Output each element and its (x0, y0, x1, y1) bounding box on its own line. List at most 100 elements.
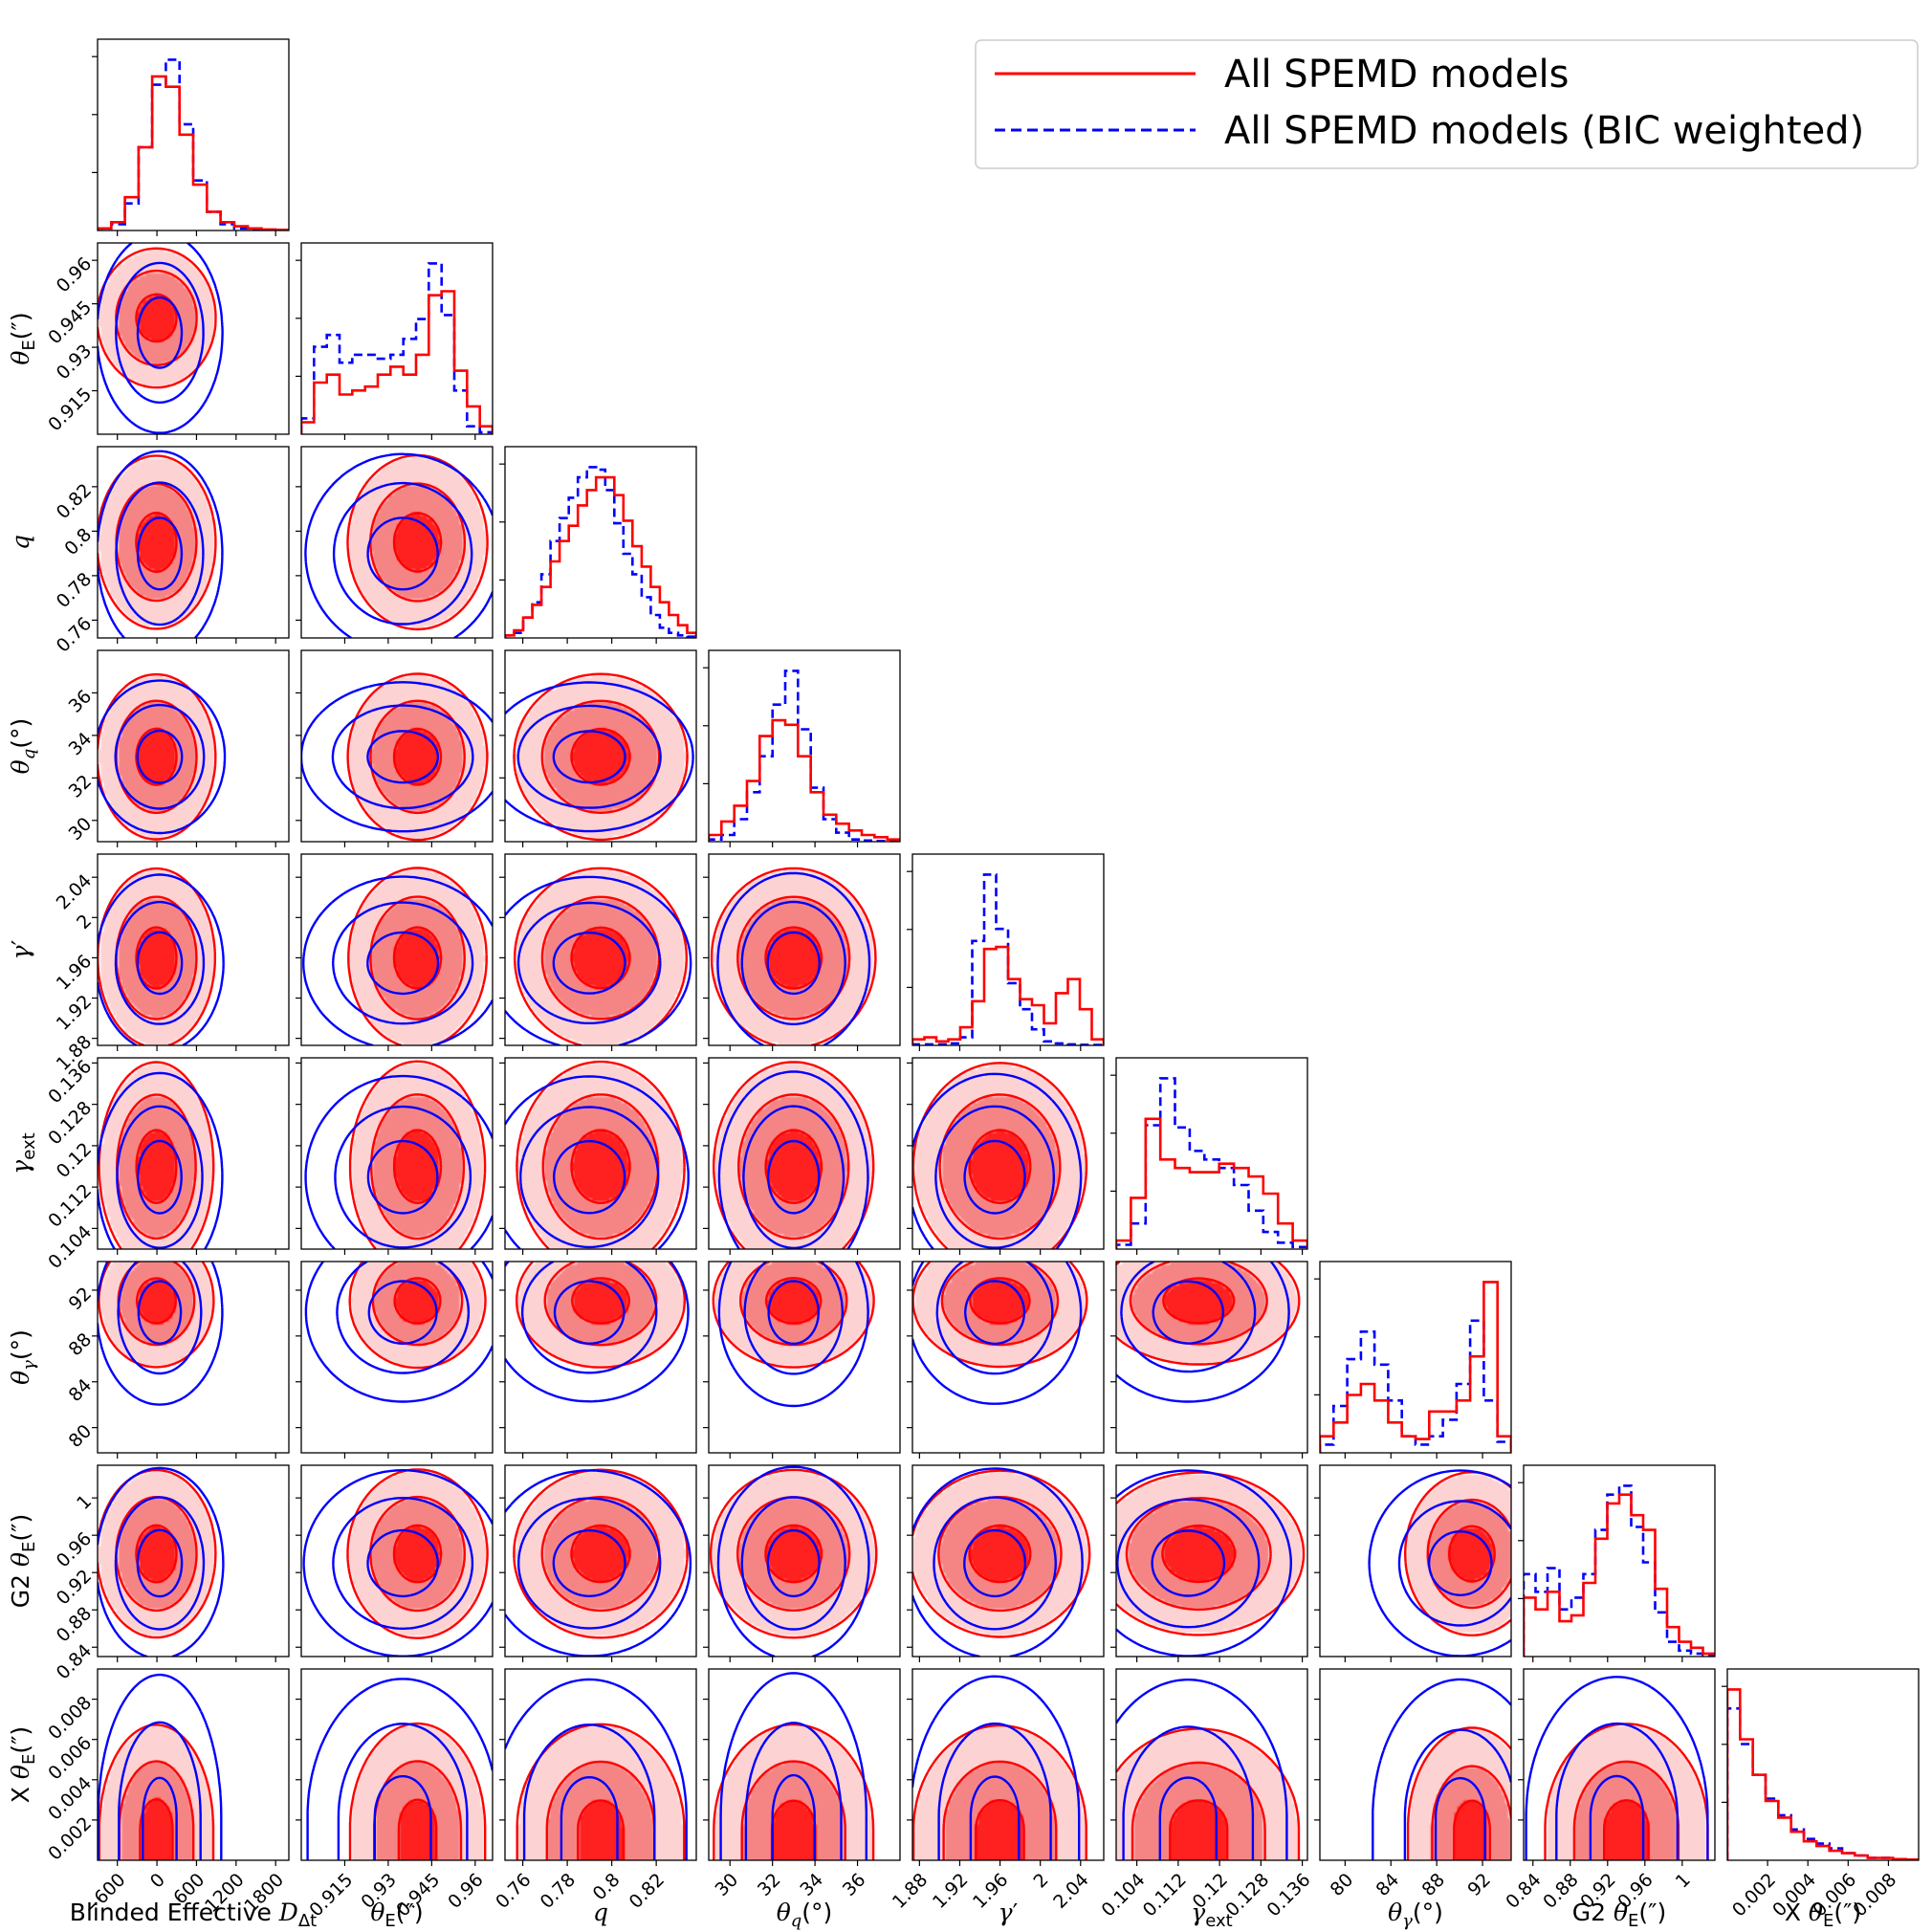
contour-panel (296, 1057, 494, 1255)
x-tick-label: 0.002 (1728, 1869, 1780, 1921)
contour-bic-weighted (1116, 1498, 1261, 1629)
y-tick-label: 88 (65, 1329, 97, 1361)
contour-bic-weighted (505, 875, 692, 1045)
x-tick-label: 0 (146, 1869, 169, 1892)
x-tick-label: 84 (1372, 1869, 1404, 1900)
y-axis-label: θq(°) (7, 718, 39, 775)
contour-bic-weighted (1434, 1776, 1486, 1860)
contour-all-spemd (736, 895, 851, 1021)
panel-frame (300, 1261, 494, 1454)
contour-all-spemd (346, 672, 489, 842)
contour-bic-weighted (1397, 1500, 1511, 1627)
y-tick-label: 0.78 (53, 569, 96, 612)
contour-all-spemd (541, 1093, 660, 1240)
contour-bic-weighted (336, 1262, 471, 1374)
density-fill-all-spemd (1320, 1465, 1511, 1657)
contour-all-spemd (116, 1093, 197, 1240)
y-tick-label: 36 (65, 686, 97, 717)
x-tick-label: 0.136 (1263, 1869, 1315, 1921)
y-tick-label: 0.008 (44, 1692, 96, 1744)
contour-panel (907, 1057, 1105, 1255)
contour-bic-weighted (1122, 1725, 1255, 1860)
y-tick-label: 0.88 (53, 1603, 96, 1646)
y-axis-label: θγ(°) (7, 1329, 39, 1385)
contour-bic-weighted (367, 1280, 438, 1345)
histogram-panel (1518, 1464, 1716, 1662)
panel-frame (300, 853, 494, 1046)
density-fill-all-spemd (709, 1058, 900, 1249)
histogram-panel (703, 649, 901, 847)
contour-bic-weighted (334, 1105, 472, 1249)
contour-panel (499, 649, 697, 847)
contour-panel (296, 1261, 494, 1459)
contour-all-spemd (1603, 1799, 1650, 1860)
contour-bic-weighted (505, 1469, 692, 1657)
x-tick-label: 0.84 (1502, 1869, 1545, 1912)
contour-panel (1110, 1464, 1308, 1662)
contour-all-spemd (1406, 1726, 1511, 1860)
contour-bic-weighted (717, 1070, 869, 1249)
contour-bic-weighted (1555, 1722, 1679, 1860)
panel-frame (97, 649, 290, 843)
y-axis-label: θE(″) (7, 312, 39, 364)
contour-bic-weighted (373, 1775, 432, 1860)
contour-all-spemd (98, 1723, 215, 1860)
contour-panel (907, 1261, 1105, 1459)
contour-bic-weighted (98, 1466, 225, 1657)
contour-all-spemd (938, 1093, 1062, 1240)
contour-bic-weighted (137, 1139, 183, 1215)
contour-panel (1110, 1261, 1308, 1459)
contour-bic-weighted (136, 1528, 184, 1598)
contour-panel (296, 853, 494, 1051)
contour-bic-weighted (552, 730, 626, 784)
contour-bic-weighted (522, 1723, 656, 1860)
contour-all-spemd (912, 1723, 1087, 1860)
x-axis-label: θE(″) (370, 1899, 423, 1931)
contour-bic-weighted (552, 1529, 626, 1597)
y-axis-label: γext (7, 1132, 39, 1174)
contour-bic-weighted (937, 1722, 1052, 1860)
panel-frame (911, 1057, 1105, 1250)
contour-panel (296, 649, 494, 847)
panel-frame (300, 1668, 494, 1861)
contour-panel (703, 1464, 901, 1662)
panel-frame (911, 853, 1105, 1046)
histogram-bic-weighted (1524, 1484, 1715, 1657)
histogram-bic-weighted (1727, 1707, 1919, 1860)
contour-all-spemd (764, 1524, 823, 1584)
y-tick-label: 1.92 (53, 991, 96, 1034)
x-tick-label: 88 (1417, 1869, 1449, 1900)
contour-bic-weighted (740, 900, 846, 1025)
density-fill-all-spemd (912, 1262, 1104, 1453)
y-axis-label: G2 θE(″) (7, 1514, 39, 1609)
contour-bic-weighted (304, 1262, 493, 1403)
y-tick-label: 0.915 (44, 384, 96, 435)
panel-frame (1115, 1261, 1308, 1454)
contour-panel: 30 32 34 36 (65, 649, 290, 847)
density-fill-all-spemd (912, 1669, 1104, 1860)
contour-bic-weighted (306, 1678, 493, 1860)
contour-all-spemd (115, 1496, 198, 1613)
contour-bic-weighted (912, 1072, 1083, 1249)
contour-bic-weighted (1368, 1469, 1511, 1657)
contour-bic-weighted (505, 1678, 688, 1860)
y-tick-label: 0.006 (44, 1732, 96, 1784)
histogram-all-spemd (98, 75, 289, 231)
density-fill-all-spemd (301, 1669, 493, 1860)
contour-bic-weighted (516, 901, 662, 1024)
y-tick-label: 0.96 (53, 1528, 96, 1571)
contour-panel (703, 853, 901, 1051)
contour-panel (907, 1464, 1105, 1662)
contour-all-spemd (98, 672, 217, 841)
panel-frame (97, 242, 290, 435)
y-tick-label: 0.96 (53, 253, 96, 296)
x-axis-label: γext (1191, 1899, 1232, 1931)
contour-bic-weighted (1403, 1728, 1511, 1860)
x-tick-label: 1 (1672, 1869, 1695, 1892)
y-tick-label: 0.002 (44, 1813, 96, 1865)
contour-all-spemd (1453, 1799, 1491, 1860)
contour-bic-weighted (366, 1528, 439, 1598)
contour-all-spemd (516, 1060, 686, 1249)
contour-panel (1314, 1464, 1512, 1662)
